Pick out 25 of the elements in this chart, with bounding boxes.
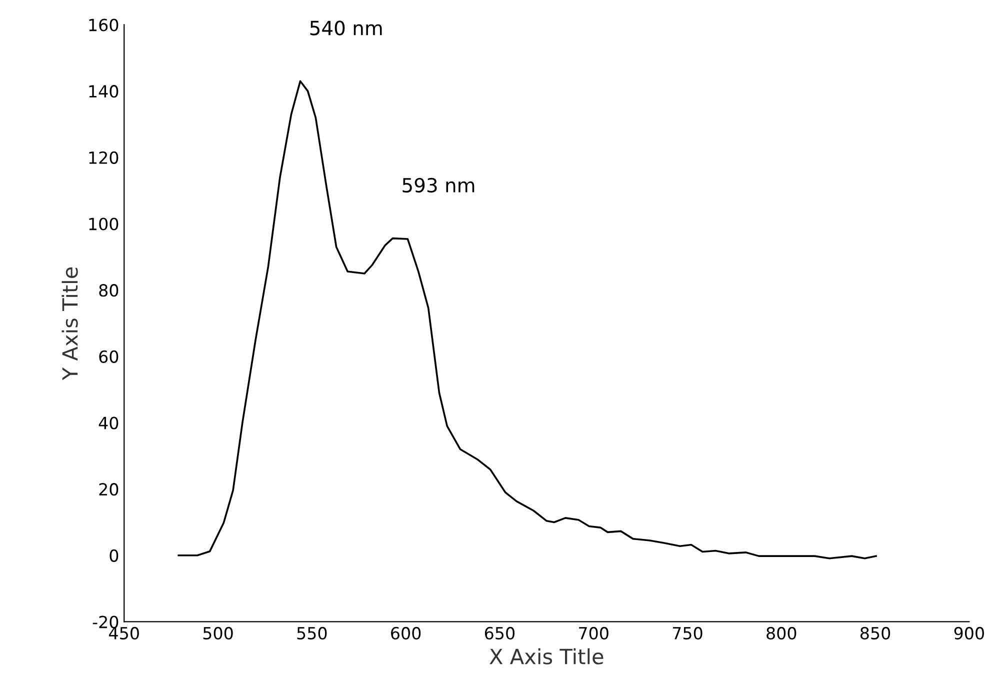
x-tick-label: 650 bbox=[484, 626, 514, 640]
x-tick-label: 900 bbox=[954, 626, 984, 640]
y-tick-label: -20 bbox=[92, 616, 118, 628]
annotation: 540 nm bbox=[310, 20, 382, 36]
x-tick-label: 800 bbox=[766, 626, 796, 640]
x-tick-label: 700 bbox=[579, 626, 608, 640]
x-tick-label: 450 bbox=[109, 626, 139, 640]
y-tick-label: 160 bbox=[89, 18, 118, 32]
x-tick-label: 550 bbox=[297, 626, 327, 640]
annotation: 593 nm bbox=[402, 178, 474, 193]
y-tick-label: 60 bbox=[99, 350, 118, 363]
x-axis-title: X Axis Title bbox=[490, 648, 604, 664]
y-axis-title: Y Axis Title bbox=[62, 267, 78, 380]
y-tick-label: 100 bbox=[89, 218, 118, 230]
x-tick-label: 600 bbox=[391, 626, 421, 640]
x-tick-label: 850 bbox=[860, 626, 890, 640]
y-tick-label: 140 bbox=[89, 85, 118, 98]
x-tick-label: 750 bbox=[672, 626, 702, 640]
y-tick-label: 20 bbox=[99, 483, 118, 496]
x-tick-label: 500 bbox=[203, 626, 233, 640]
y-tick-label: 0 bbox=[110, 549, 118, 562]
y-tick-label: 120 bbox=[89, 151, 118, 164]
y-tick-label: 80 bbox=[99, 284, 118, 297]
y-tick-label: 40 bbox=[98, 416, 118, 430]
line-series bbox=[178, 80, 877, 560]
